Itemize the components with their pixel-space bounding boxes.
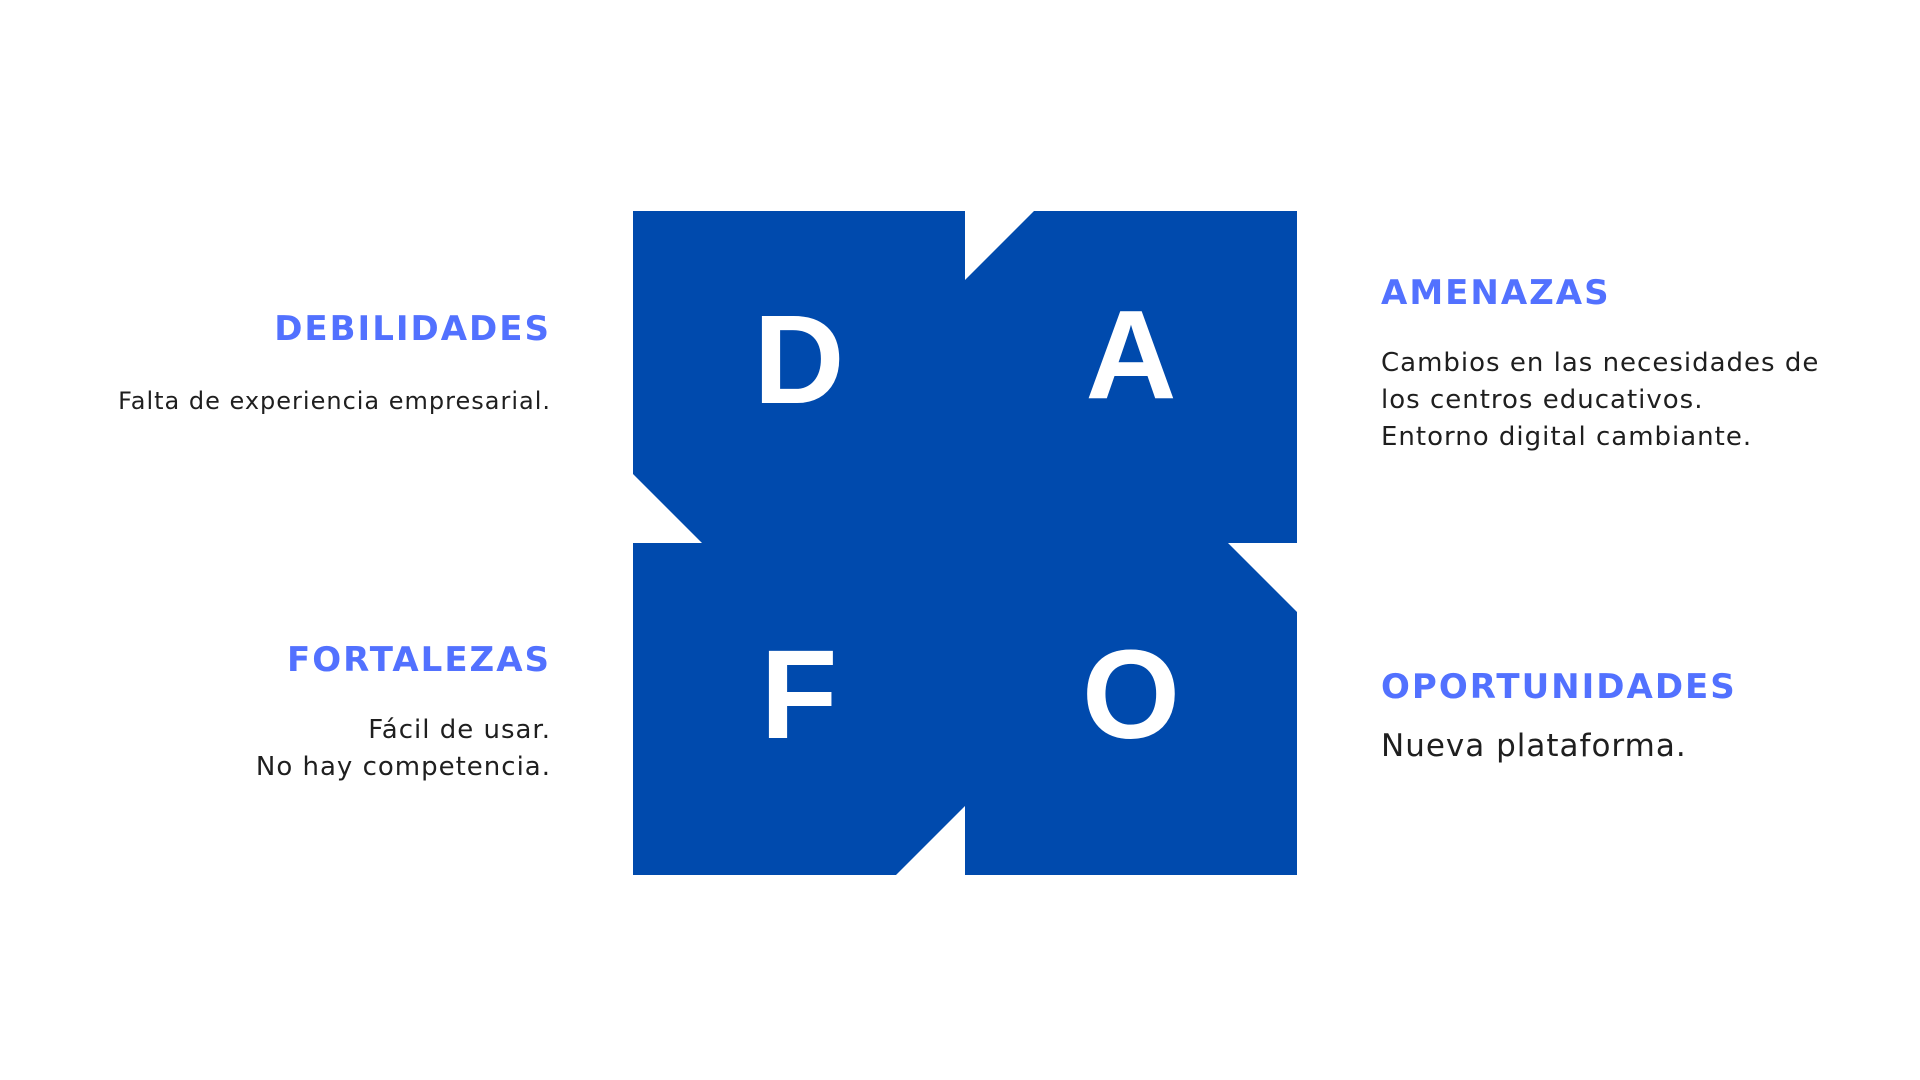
fortalezas-line: Fácil de usar.	[368, 715, 551, 745]
amenazas-line: Entorno digital cambiante.	[1381, 422, 1753, 452]
debilidades-description: Falta de experiencia empresarial.	[118, 383, 551, 420]
letter-f: F	[760, 624, 838, 765]
amenazas-heading: AMENAZAS	[1381, 273, 1611, 313]
oportunidades-description: Nueva plataforma.	[1381, 728, 1687, 765]
fortalezas-description: Fácil de usar. No hay competencia.	[256, 712, 551, 786]
fortalezas-line: No hay competencia.	[255, 752, 551, 782]
debilidades-heading: DEBILIDADES	[274, 309, 551, 349]
letter-o: O	[1081, 624, 1180, 765]
quadrant-f-block	[633, 543, 965, 875]
amenazas-line: los centros educativos.	[1381, 385, 1704, 415]
amenazas-description: Cambios en las necesidades de los centro…	[1381, 345, 1819, 456]
quadrant-d-block	[633, 211, 965, 543]
quadrant-a-block	[965, 211, 1297, 543]
oportunidades-line: Nueva plataforma.	[1381, 728, 1687, 764]
fortalezas-heading: FORTALEZAS	[287, 640, 551, 680]
debilidades-line: Falta de experiencia empresarial.	[118, 387, 551, 415]
letter-a: A	[1085, 284, 1177, 425]
quadrant-o-block	[965, 543, 1297, 875]
amenazas-line: Cambios en las necesidades de	[1381, 348, 1820, 378]
oportunidades-heading: OPORTUNIDADES	[1381, 667, 1737, 707]
letter-d: D	[753, 289, 845, 430]
